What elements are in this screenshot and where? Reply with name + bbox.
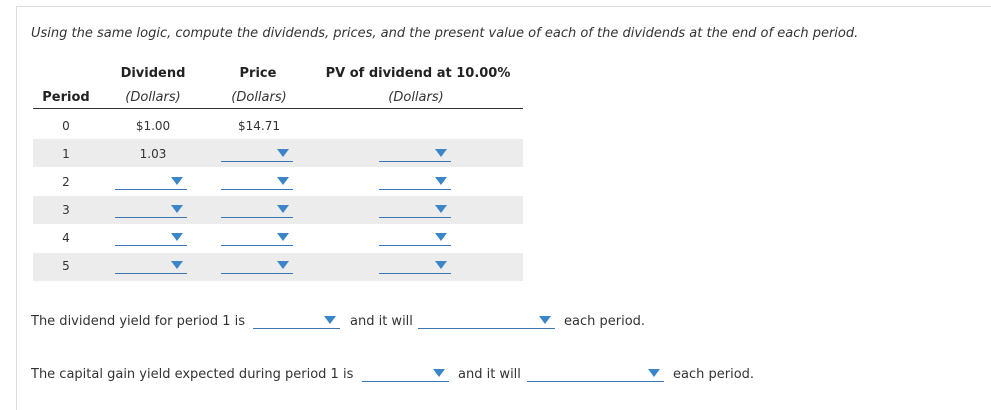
capital-gain-yield-dropdown[interactable] bbox=[362, 368, 449, 382]
pv-dropdown-period-3[interactable] bbox=[379, 204, 451, 218]
period-cell: 1 bbox=[62, 147, 70, 161]
chevron-down-icon bbox=[277, 149, 289, 157]
dividend-cell: $1.00 bbox=[135, 119, 171, 133]
dividend-unit: (Dollars) bbox=[125, 90, 181, 105]
pv-dropdown-period-4[interactable] bbox=[379, 232, 451, 246]
capital-gain-yield-direction-dropdown[interactable] bbox=[527, 368, 664, 382]
price-unit: (Dollars) bbox=[231, 90, 287, 105]
capital-gain-yield-suffix: each period. bbox=[673, 367, 755, 382]
chevron-down-icon bbox=[277, 261, 289, 269]
period-cell: 2 bbox=[62, 175, 70, 189]
header-rule bbox=[33, 108, 523, 109]
pv-dropdown-period-2[interactable] bbox=[379, 176, 451, 190]
capital-gain-yield-label: The capital gain yield expected during p… bbox=[31, 367, 354, 382]
price-dropdown-period-1[interactable] bbox=[221, 148, 293, 162]
chevron-down-icon bbox=[277, 205, 289, 213]
chevron-down-icon bbox=[277, 177, 289, 185]
chevron-down-icon bbox=[171, 233, 183, 241]
dividend-yield-label: The dividend yield for period 1 is bbox=[31, 314, 245, 329]
dividend-dropdown-period-2[interactable] bbox=[115, 176, 187, 190]
chevron-down-icon bbox=[171, 177, 183, 185]
price-dropdown-period-4[interactable] bbox=[221, 232, 293, 246]
chevron-down-icon bbox=[171, 261, 183, 269]
dividend-dropdown-period-3[interactable] bbox=[115, 204, 187, 218]
chevron-down-icon bbox=[539, 316, 551, 324]
chevron-down-icon bbox=[435, 233, 447, 241]
dividend-dropdown-period-4[interactable] bbox=[115, 232, 187, 246]
chevron-down-icon bbox=[171, 205, 183, 213]
chevron-down-icon bbox=[435, 205, 447, 213]
price-dropdown-period-3[interactable] bbox=[221, 204, 293, 218]
period-cell: 3 bbox=[62, 203, 70, 217]
price-dropdown-period-2[interactable] bbox=[221, 176, 293, 190]
dividend-cell: 1.03 bbox=[139, 147, 167, 161]
content-frame bbox=[16, 6, 991, 410]
dividend-yield-direction-dropdown[interactable] bbox=[418, 315, 555, 329]
pv-dropdown-period-1[interactable] bbox=[379, 148, 451, 162]
capital-gain-yield-connector: and it will bbox=[458, 367, 521, 382]
price-header: Price bbox=[239, 66, 277, 81]
chevron-down-icon bbox=[433, 369, 445, 377]
instruction-text: Using the same logic, compute the divide… bbox=[31, 26, 859, 41]
dividend-yield-dropdown[interactable] bbox=[253, 315, 340, 329]
pv-header: PV of dividend at 10.00% bbox=[325, 66, 511, 81]
dividend-yield-connector: and it will bbox=[350, 314, 413, 329]
chevron-down-icon bbox=[435, 177, 447, 185]
pv-unit: (Dollars) bbox=[388, 90, 444, 105]
period-header: Period bbox=[42, 90, 90, 105]
period-cell: 5 bbox=[62, 259, 70, 273]
period-cell: 4 bbox=[62, 231, 70, 245]
price-dropdown-period-5[interactable] bbox=[221, 260, 293, 274]
price-cell: $14.71 bbox=[238, 119, 280, 133]
chevron-down-icon bbox=[277, 233, 289, 241]
dividend-dropdown-period-5[interactable] bbox=[115, 260, 187, 274]
chevron-down-icon bbox=[648, 369, 660, 377]
chevron-down-icon bbox=[324, 316, 336, 324]
period-cell: 0 bbox=[62, 119, 70, 133]
chevron-down-icon bbox=[435, 149, 447, 157]
dividend-header: Dividend bbox=[120, 66, 186, 81]
pv-dropdown-period-5[interactable] bbox=[379, 260, 451, 274]
chevron-down-icon bbox=[435, 261, 447, 269]
dividend-yield-suffix: each period. bbox=[564, 314, 646, 329]
